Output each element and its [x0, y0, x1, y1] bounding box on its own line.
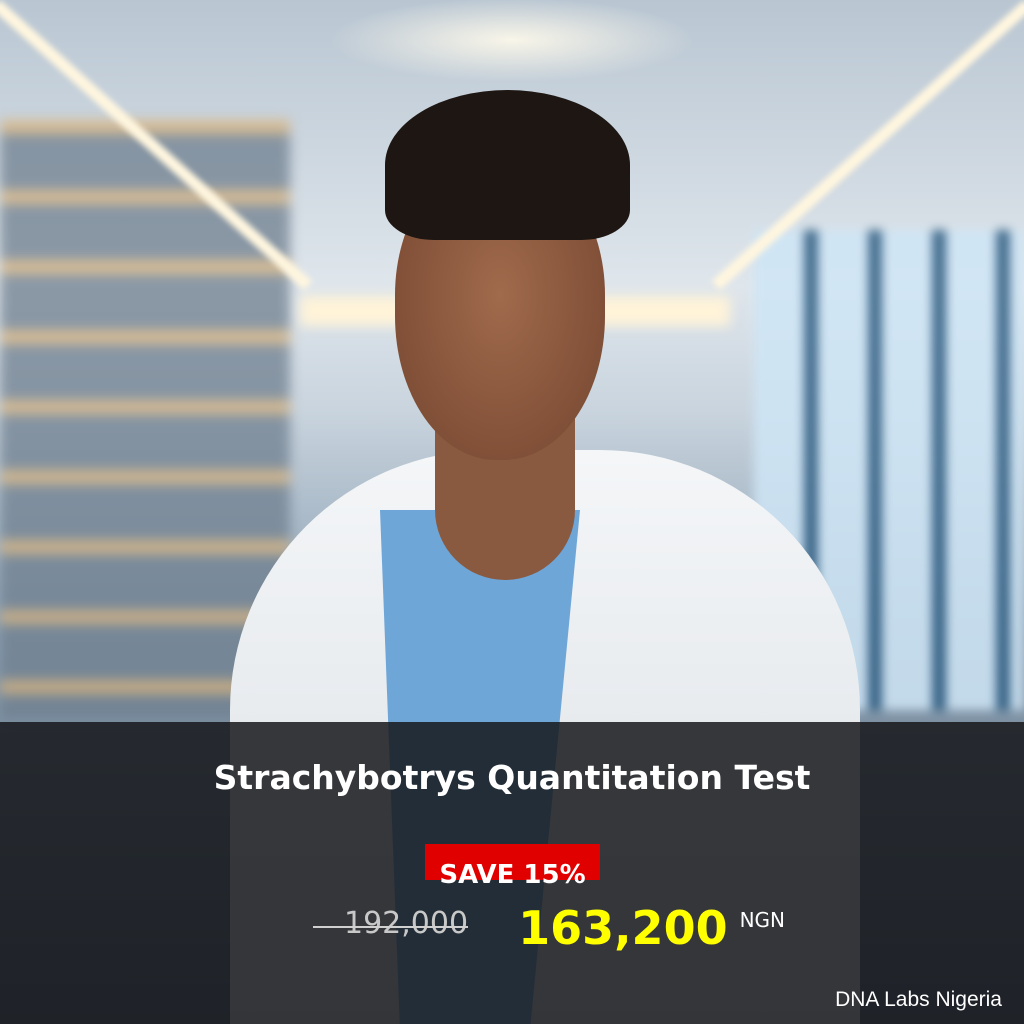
brand-watermark: DNA Labs Nigeria: [835, 988, 1002, 1011]
price-row: 192,000 163,200 NGN: [313, 900, 785, 956]
hair: [385, 90, 630, 240]
original-price: 192,000: [344, 906, 469, 941]
currency-label: NGN: [739, 908, 785, 932]
strikethrough-line: [313, 926, 469, 928]
discount-badge: SAVE 15%: [425, 844, 600, 890]
product-title: Strachybotrys Quantitation Test: [213, 758, 811, 797]
original-price-group: 192,000: [313, 906, 469, 942]
discount-badge-text: SAVE 15%: [439, 860, 586, 890]
sale-price: 163,200: [518, 901, 728, 955]
